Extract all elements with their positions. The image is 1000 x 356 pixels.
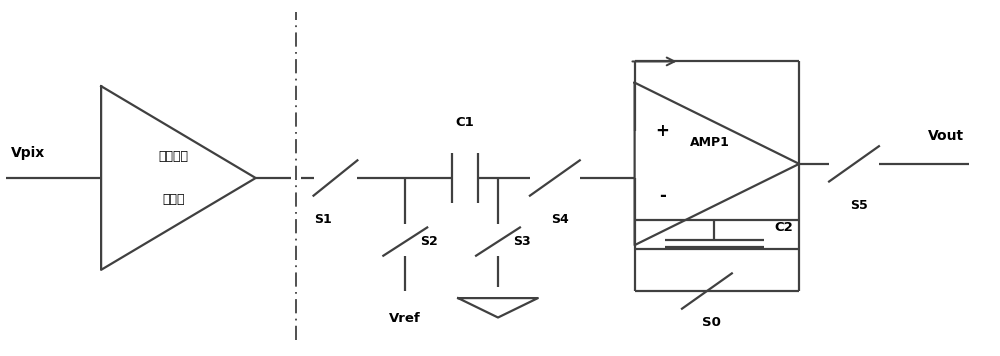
Text: C2: C2 [774, 221, 793, 234]
Text: S2: S2 [420, 235, 438, 248]
Text: -: - [659, 187, 666, 205]
Text: Vpix: Vpix [11, 146, 46, 160]
Text: S5: S5 [850, 199, 868, 212]
Text: C1: C1 [456, 116, 474, 129]
Text: S1: S1 [315, 213, 332, 226]
Text: 像素输出: 像素输出 [158, 150, 188, 163]
Text: Vout: Vout [928, 129, 964, 143]
Text: S3: S3 [513, 235, 531, 248]
Text: Vref: Vref [389, 312, 421, 325]
Text: S4: S4 [551, 213, 569, 226]
Text: AMP1: AMP1 [689, 136, 729, 149]
Text: S0: S0 [702, 316, 721, 329]
Text: 缓存器: 缓存器 [162, 193, 185, 206]
Text: +: + [656, 122, 669, 140]
